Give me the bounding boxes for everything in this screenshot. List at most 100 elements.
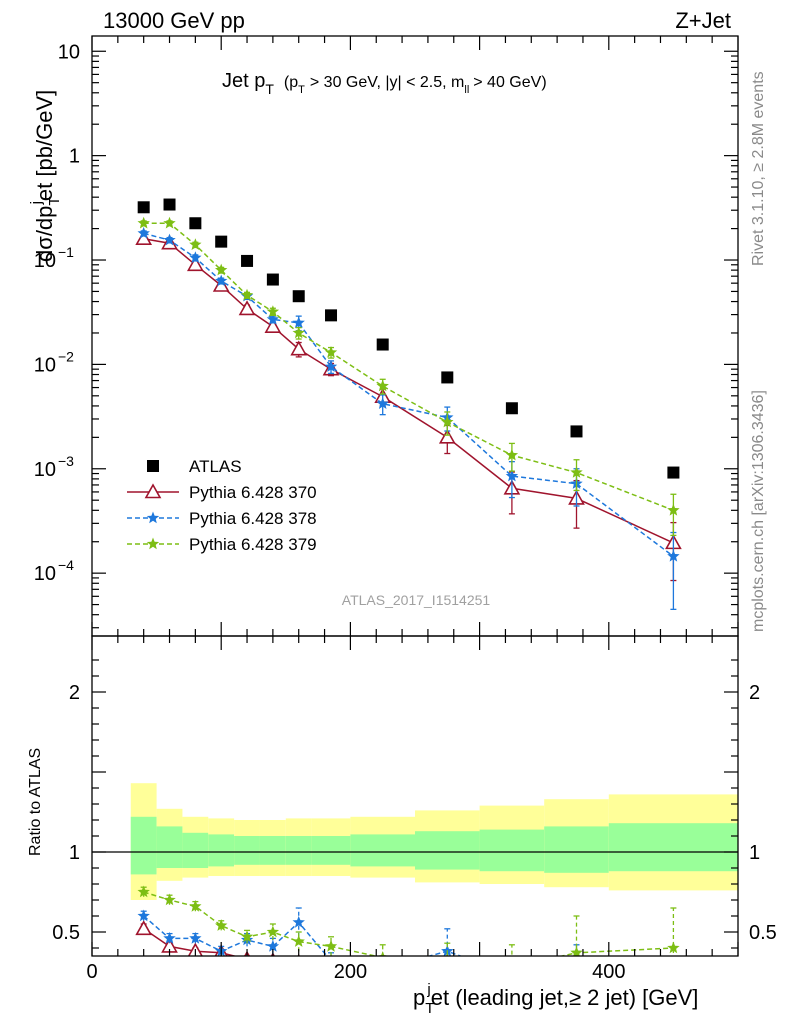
ratio-band-inner [350, 834, 415, 867]
side-label-mcplots: mcplots.cern.ch [arXiv:1306.3436] [750, 390, 767, 632]
ratio-marker [215, 919, 228, 931]
x-tick-label: 400 [592, 961, 625, 983]
ratio-marker [667, 941, 680, 954]
y-tick-label: 10 [34, 250, 56, 272]
y-tick-label: 10 [34, 354, 56, 376]
y-tick-label: 10 [34, 563, 56, 585]
side-label-rivet: Rivet 3.1.10, ≥ 2.8M events [750, 71, 767, 266]
ratio-y-axis-label: Ratio to ATLAS [27, 748, 44, 856]
ratio-marker [266, 939, 280, 952]
ratio-marker [440, 962, 454, 975]
mc-point [264, 318, 282, 333]
ratio-marker [376, 951, 389, 956]
ratio-marker [324, 939, 338, 952]
ratio-marker [666, 971, 680, 984]
data-point [163, 198, 176, 211]
ratio-marker [446, 952, 449, 956]
mc-point [292, 316, 305, 329]
legend-marker [144, 483, 162, 499]
mc-point [441, 415, 454, 428]
mc-point [324, 360, 338, 372]
ratio-marker [292, 935, 305, 947]
y-tick-label: 1 [69, 146, 80, 168]
data-point [505, 402, 518, 415]
ratio-marker [189, 931, 202, 944]
ratio-band-inner [285, 836, 312, 865]
data-point [667, 466, 680, 479]
plot-title: Jet pT (pT > 30 GeV, |y| < 2.5, mll > 40 Ge… [222, 70, 547, 97]
ratio-y-tick-label-right: 2 [749, 682, 760, 704]
ratio-band-inner [130, 816, 157, 875]
top-y-label-sup: j [28, 201, 45, 205]
data-point [441, 371, 454, 384]
ratio-marker [135, 920, 153, 936]
legend-marker [146, 537, 160, 550]
top-y-label-sub: T [46, 196, 63, 205]
ratio-marker [570, 946, 583, 956]
ratio-marker [137, 909, 150, 922]
ratio-band-inner [311, 836, 351, 865]
ratio-marker [137, 885, 150, 898]
ratio-marker [189, 899, 202, 912]
top-y-label-rest: et [pb/GeV] [32, 90, 57, 201]
x-tick-label: 0 [86, 961, 97, 983]
x-label-rest: et (leading jet,≥ 2 jet) [GeV] [431, 985, 699, 1010]
ratio-marker [163, 893, 176, 906]
mc-point [438, 428, 456, 444]
mc-point [266, 305, 280, 317]
y-tick-label-exponent: −1 [58, 244, 74, 260]
data-point [292, 290, 305, 303]
mc-point [137, 216, 150, 229]
ratio-marker [292, 915, 305, 928]
ratio-marker [506, 969, 518, 981]
x-label-sup: j [426, 981, 430, 998]
ratio-band-inner [156, 826, 183, 868]
ratio-band-inner [608, 823, 738, 872]
mc-point [667, 549, 680, 562]
mc-point [163, 216, 176, 229]
legend: ATLAS Pythia 6.428 370 Pythia 6.428 378 Pyt… [127, 457, 317, 554]
plot-title-main: Jet p [222, 70, 265, 92]
mc-point [570, 466, 583, 478]
x-label-sub: T [425, 1000, 434, 1017]
y-tick-label-exponent: −3 [58, 453, 74, 469]
ratio-marker [381, 953, 384, 956]
x-label-main: p [413, 985, 425, 1010]
ratio-y-tick-label-right: 0.5 [749, 922, 777, 944]
plot-title-cut-rest: > 30 GeV, |y| < 2.5, m [310, 74, 464, 91]
ratio-marker [377, 962, 389, 974]
legend-label: ATLAS [189, 457, 242, 476]
y-tick-label-exponent: −2 [58, 348, 74, 364]
header-left: 13000 GeV pp [103, 8, 245, 33]
mc-point [212, 276, 230, 292]
data-point [325, 309, 338, 322]
ratio-marker [570, 958, 582, 970]
y-tick-label: 10 [34, 459, 56, 481]
data-point [241, 254, 254, 267]
ratio-band-inner [479, 829, 545, 872]
ratio-marker [240, 930, 254, 943]
ratio-marker [266, 925, 280, 938]
ratio-y-tick-label: 2 [69, 682, 80, 704]
mc-point [505, 448, 519, 461]
top-y-label-main: dσ/dp [32, 206, 57, 262]
ratio-band-inner [415, 831, 480, 870]
data-point [189, 217, 202, 230]
x-tick-label: 200 [334, 961, 367, 983]
mc-point [163, 233, 176, 246]
analysis-watermark: ATLAS_2017_I1514251 [342, 592, 491, 608]
mc-point [505, 469, 519, 482]
plot-title-cut-sub2: ll [464, 84, 469, 96]
mc-point [189, 238, 202, 250]
ratio-marker [506, 961, 518, 973]
legend-label: Pythia 6.428 378 [189, 509, 317, 528]
ratio-band-inner [259, 836, 286, 865]
top-panel-marks [135, 198, 682, 611]
ratio-marker [570, 968, 584, 981]
legend-marker [146, 511, 160, 524]
mc-point [215, 263, 228, 276]
data-point [376, 338, 389, 351]
top-y-axis-label: dσ/dpTjet [pb/GeV] [28, 90, 63, 262]
